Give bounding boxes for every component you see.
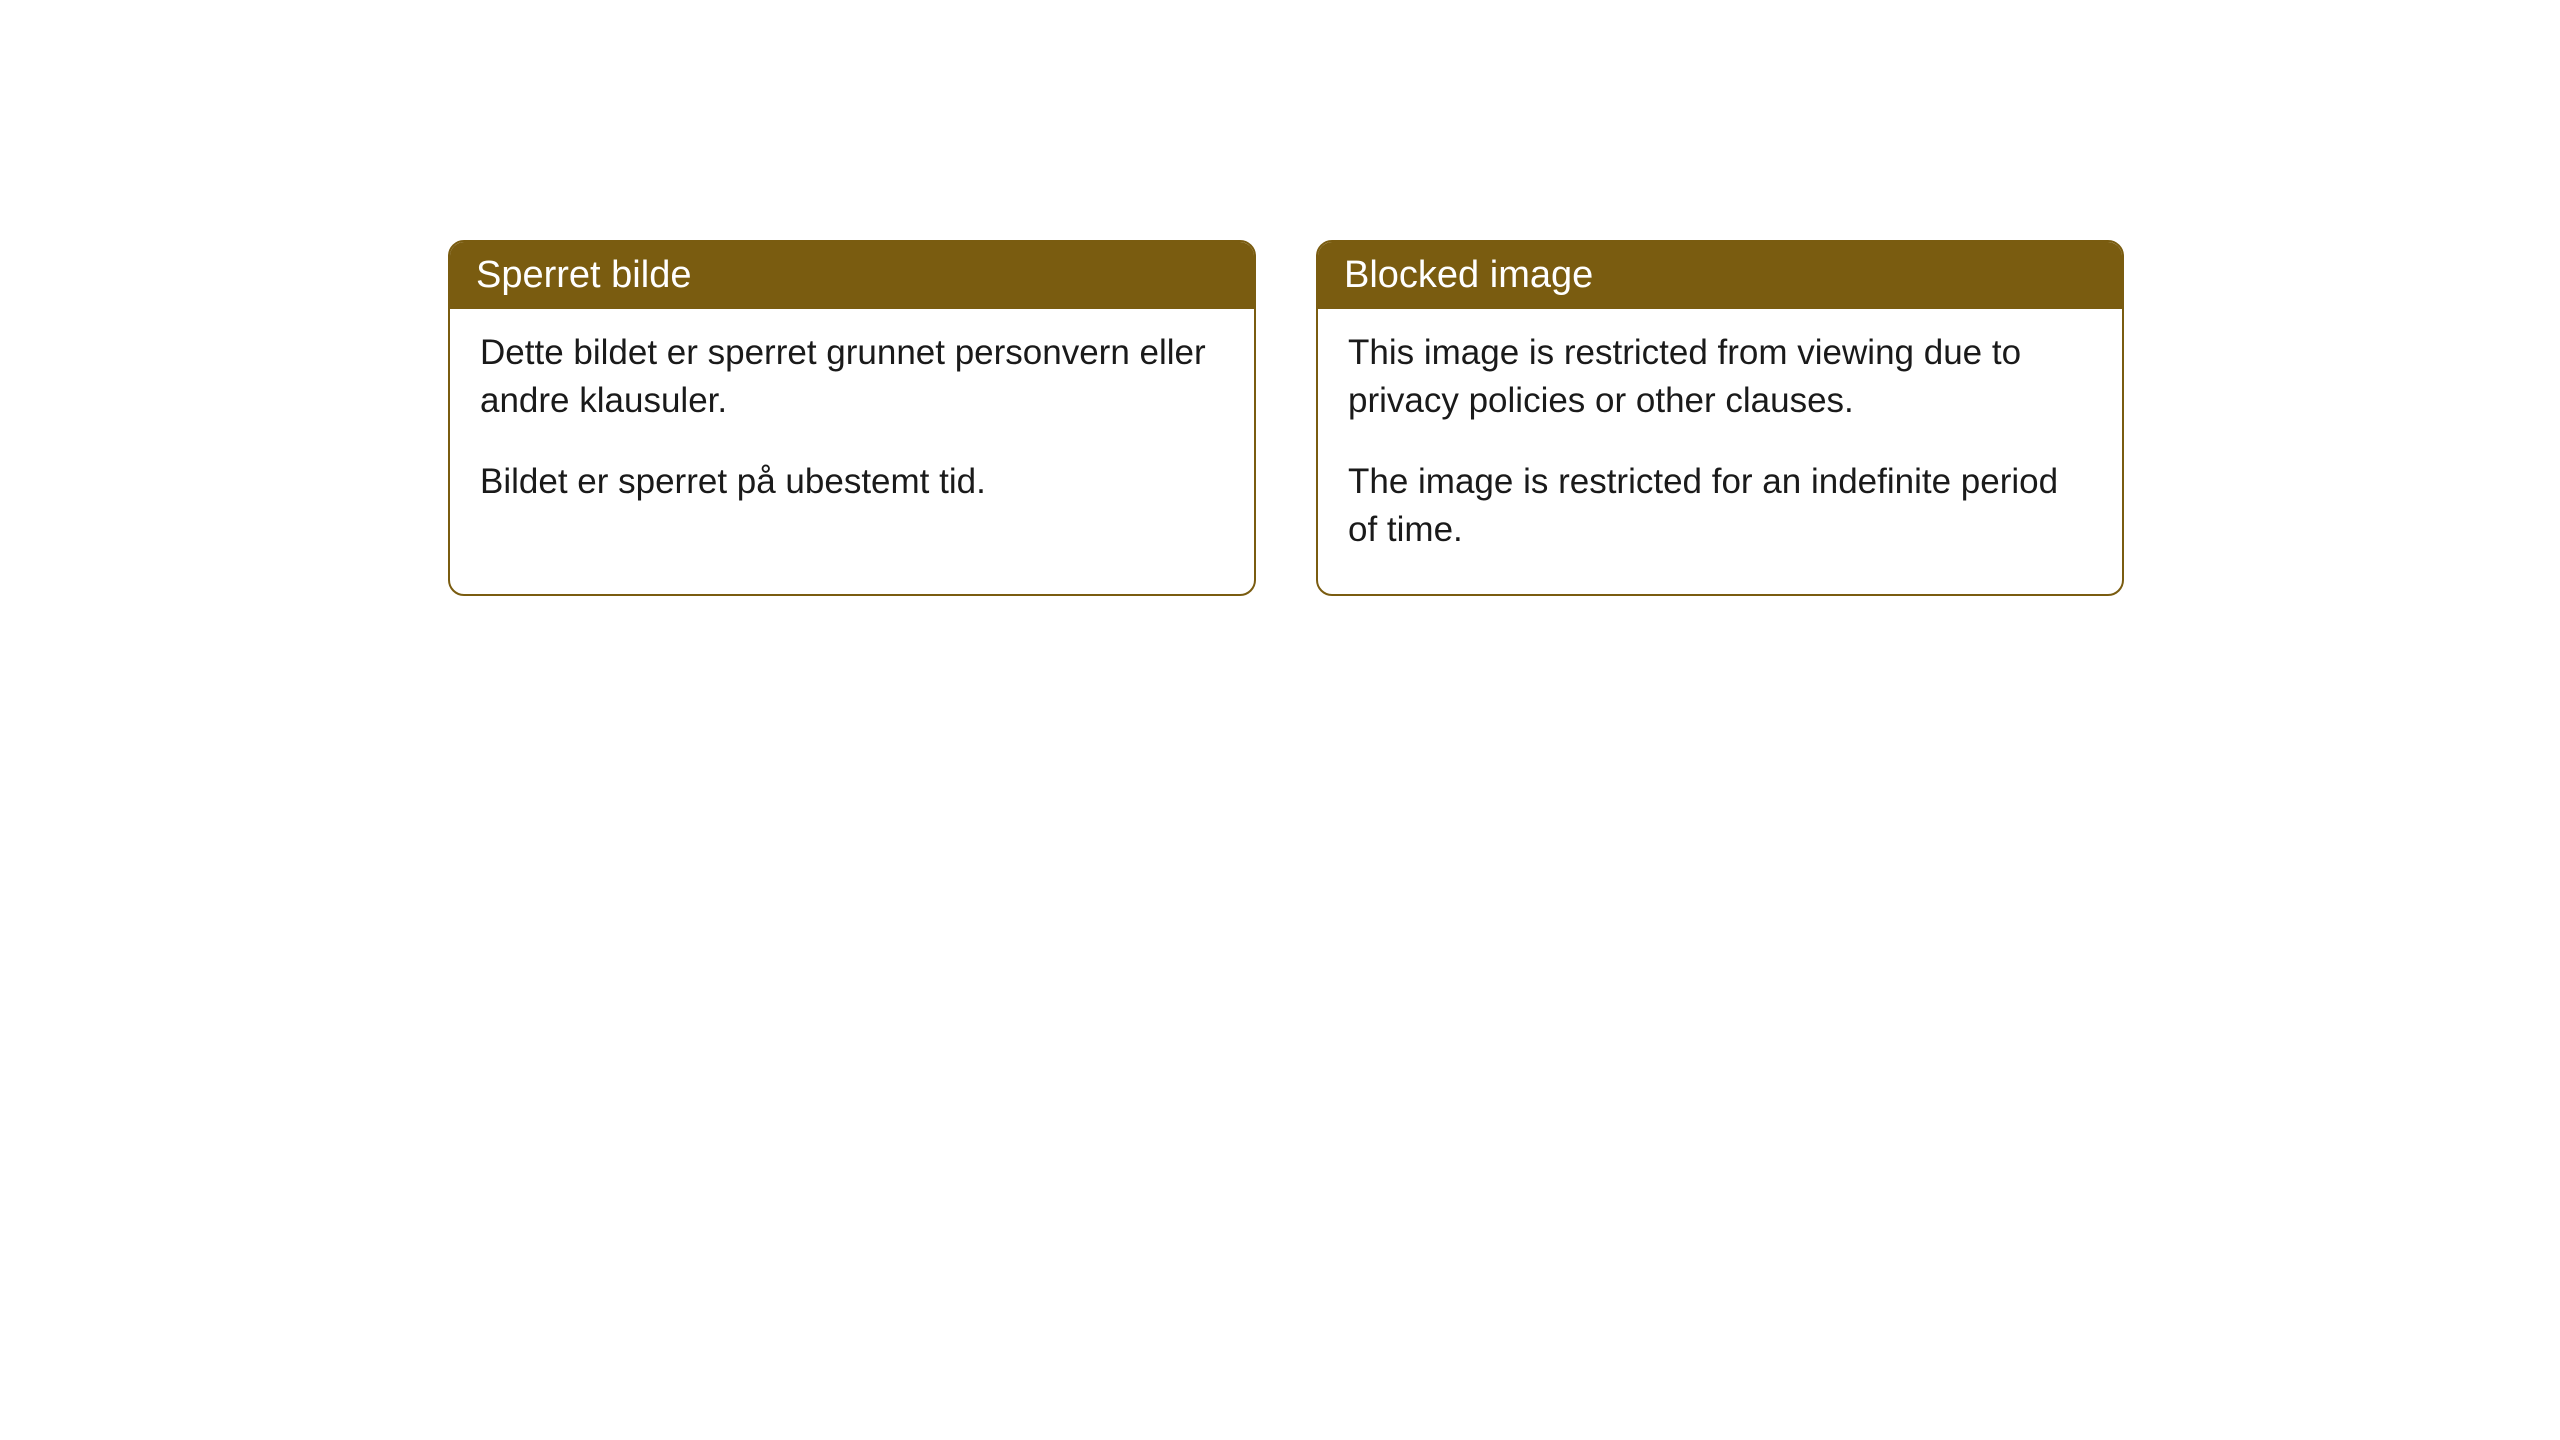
notice-paragraph: Dette bildet er sperret grunnet personve… xyxy=(480,329,1224,426)
notice-paragraph: The image is restricted for an indefinit… xyxy=(1348,458,2092,555)
card-header-norwegian: Sperret bilde xyxy=(450,242,1254,309)
card-title: Sperret bilde xyxy=(476,254,691,296)
card-title: Blocked image xyxy=(1344,254,1593,296)
notice-container: Sperret bilde Dette bildet er sperret gr… xyxy=(0,0,2560,596)
card-body-english: This image is restricted from viewing du… xyxy=(1318,309,2122,594)
notice-card-english: Blocked image This image is restricted f… xyxy=(1316,240,2124,596)
notice-paragraph: Bildet er sperret på ubestemt tid. xyxy=(480,458,1224,506)
card-body-norwegian: Dette bildet er sperret grunnet personve… xyxy=(450,309,1254,546)
notice-card-norwegian: Sperret bilde Dette bildet er sperret gr… xyxy=(448,240,1256,596)
notice-paragraph: This image is restricted from viewing du… xyxy=(1348,329,2092,426)
card-header-english: Blocked image xyxy=(1318,242,2122,309)
